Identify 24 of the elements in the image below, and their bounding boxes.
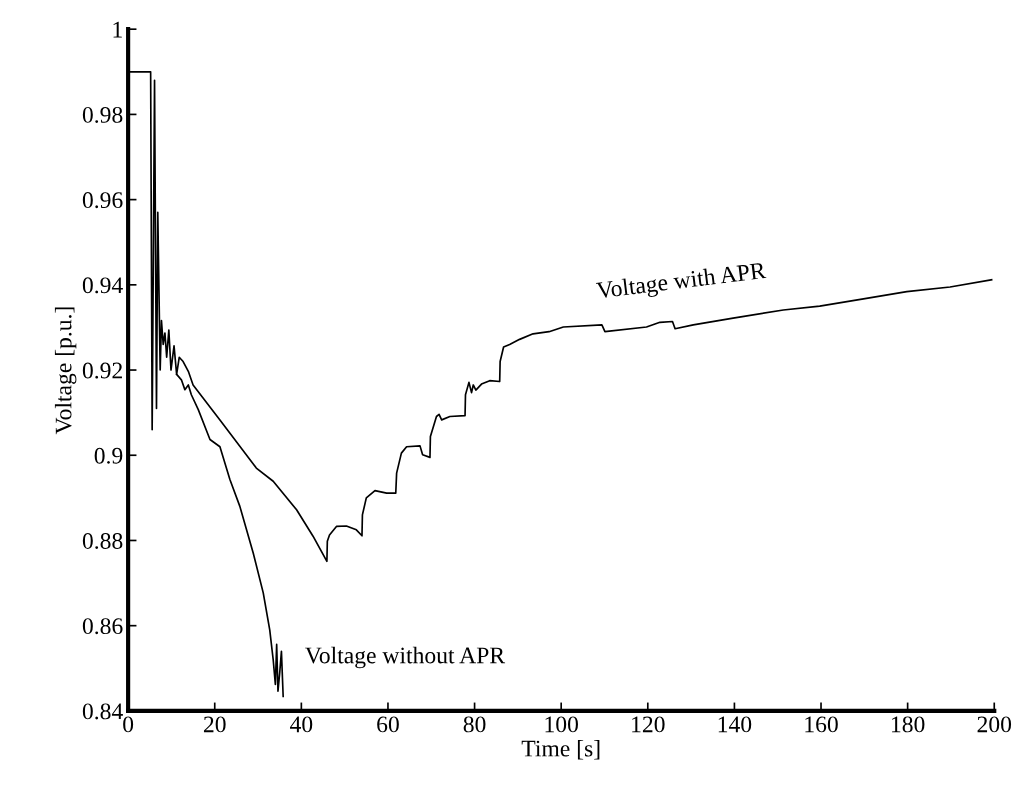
x-axis-title: Time [s] xyxy=(521,739,600,760)
x-tick-label: 160 xyxy=(805,716,838,733)
x-tick-label: 80 xyxy=(463,716,486,733)
y-tick-label: 0.94 xyxy=(82,277,123,294)
y-tick-label: 1 xyxy=(113,21,122,38)
x-tick-label: 200 xyxy=(977,716,1012,733)
y-tick-label: 0.98 xyxy=(82,106,123,123)
text: Voltage with APR xyxy=(595,261,767,304)
x-tick-label: 20 xyxy=(203,716,226,733)
y-tick-label: 0.88 xyxy=(82,532,123,549)
x-tick-label: 0 xyxy=(123,716,134,733)
y-tick-label: 0.86 xyxy=(82,618,123,635)
y-tick-label: 0.92 xyxy=(82,362,122,379)
x-tick-label: 120 xyxy=(632,716,665,733)
x-tick-label: 180 xyxy=(892,716,925,733)
x-tick-label: 60 xyxy=(377,716,399,733)
y-tick-label: 0.96 xyxy=(82,192,123,209)
x-tick-label: 100 xyxy=(545,716,578,733)
x-tick-label: 140 xyxy=(718,716,752,733)
series-label: Voltage without APR xyxy=(305,646,506,669)
y-tick-label: 0.9 xyxy=(94,447,123,464)
x-tick-label: 40 xyxy=(290,716,313,733)
y-axis-title: Voltage [p.u.] xyxy=(54,307,77,435)
y-tick-label: 0.84 xyxy=(82,703,123,720)
